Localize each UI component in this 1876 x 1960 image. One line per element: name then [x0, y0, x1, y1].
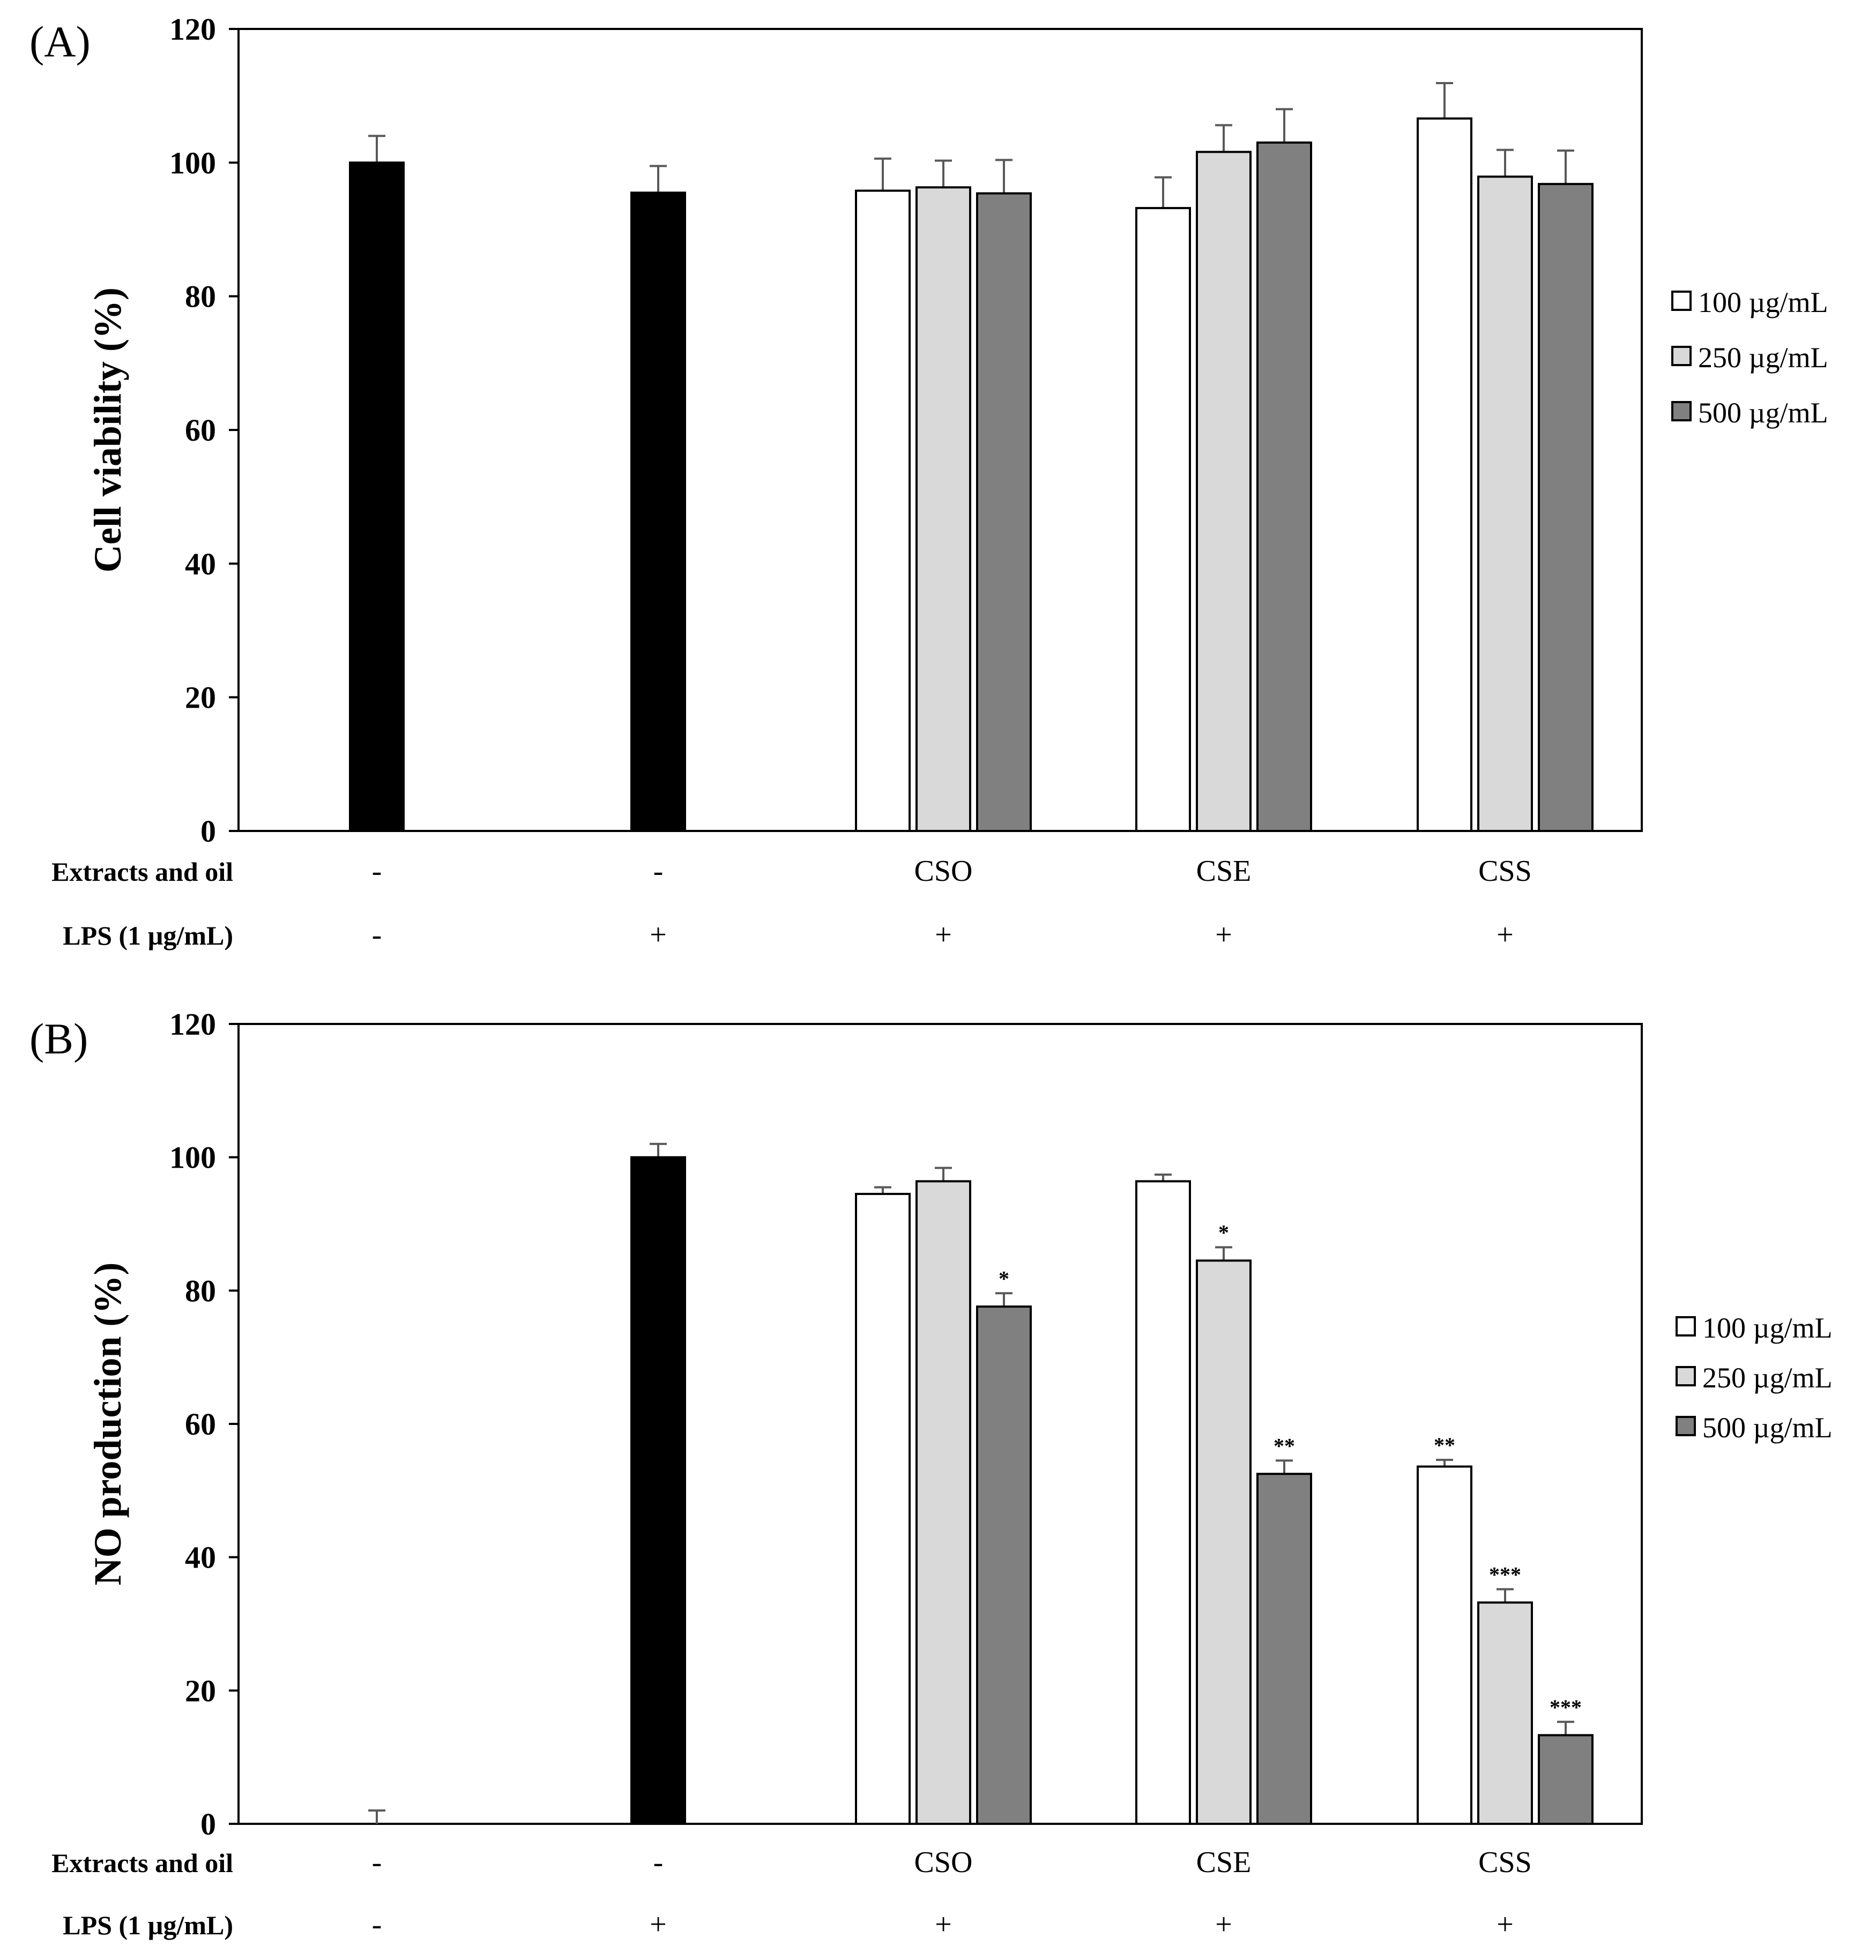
bar: [1256, 141, 1312, 832]
condition-extracts: -: [653, 855, 664, 888]
significance-marker: *: [999, 1266, 1009, 1290]
condition-extracts: CSO: [914, 855, 973, 888]
bar: [855, 189, 911, 832]
y-tick-label: 40: [185, 546, 216, 581]
y-tick-label: 80: [185, 1273, 216, 1308]
significance-marker: **: [1434, 1433, 1455, 1457]
bar: [630, 1156, 686, 1825]
bar: [915, 1180, 971, 1825]
legend-swatch: [1671, 401, 1692, 421]
row-label-extracts: Extracts and oil: [51, 857, 233, 887]
condition-extracts: CSS: [1478, 1846, 1532, 1879]
y-tick-label: 0: [200, 1807, 216, 1842]
y-axis-label: Cell viability (%): [86, 287, 129, 573]
y-axis-label: NO production (%): [86, 1263, 129, 1586]
bar: [976, 192, 1032, 832]
condition-extracts: CSS: [1478, 855, 1532, 888]
panel-label: (B): [29, 1014, 88, 1063]
bar: [1196, 1259, 1252, 1825]
y-tick-label: 60: [185, 1407, 216, 1442]
condition-lps: -: [372, 918, 382, 952]
legend-label: 500 µg/mL: [1698, 397, 1828, 429]
legend-label: 100 µg/mL: [1702, 1312, 1833, 1344]
y-tick-label: 20: [185, 1673, 216, 1708]
bar: [915, 186, 971, 833]
bar: [1135, 207, 1191, 832]
condition-extracts: -: [372, 855, 382, 888]
bar: [1417, 1465, 1472, 1825]
panel-a: 0 20 40 60 80 100 120 Cell viability (%) (A) - - - +…: [29, 12, 1828, 952]
significance-marker: *: [1218, 1221, 1229, 1245]
significance-marker: ***: [1489, 1562, 1521, 1586]
legend-swatch: [1671, 346, 1692, 366]
legend-swatch: [1676, 1366, 1696, 1386]
condition-lps: +: [935, 1908, 952, 1941]
condition-extracts: CSO: [914, 1846, 973, 1879]
y-tick-label: 120: [169, 1007, 216, 1042]
bar: [1417, 117, 1472, 832]
row-label-lps: LPS (1 µg/mL): [63, 920, 233, 951]
y-tick-label: 100: [169, 145, 216, 180]
bar: [1538, 183, 1594, 832]
legend-label: 250 µg/mL: [1698, 341, 1828, 374]
row-label-lps: LPS (1 µg/mL): [63, 1910, 233, 1940]
bar: [1477, 175, 1533, 833]
y-tick-label: 80: [185, 279, 216, 314]
condition-lps: +: [935, 918, 952, 952]
bar: [1256, 1473, 1312, 1825]
panel-b: 0 20 40 60 80 100 120 NO production (%) (B) - - - + *…: [29, 1007, 1833, 1941]
condition-lps: +: [1215, 1908, 1232, 1941]
significance-marker: **: [1274, 1434, 1295, 1458]
bar: [1196, 151, 1252, 832]
panel-label: (A): [29, 17, 91, 66]
condition-lps: +: [1497, 1908, 1514, 1941]
significance-marker: ***: [1550, 1695, 1582, 1719]
bar: [630, 191, 686, 832]
condition-lps: +: [650, 1908, 667, 1941]
row-label-extracts: Extracts and oil: [51, 1848, 233, 1878]
legend-label: 250 µg/mL: [1702, 1362, 1833, 1394]
condition-lps: +: [1215, 918, 1232, 952]
condition-extracts: -: [653, 1846, 664, 1879]
condition-extracts: CSE: [1196, 1846, 1252, 1879]
legend-label: 500 µg/mL: [1702, 1412, 1833, 1444]
bar: [976, 1305, 1032, 1825]
bar: [349, 161, 405, 832]
legend-swatch: [1676, 1416, 1696, 1436]
legend-swatch: [1676, 1316, 1696, 1337]
y-tick-label: 120: [169, 12, 216, 47]
condition-lps: -: [372, 1908, 382, 1941]
condition-lps: +: [1497, 918, 1514, 952]
y-tick-label: 60: [185, 413, 216, 448]
y-tick-label: 20: [185, 680, 216, 715]
condition-extracts: -: [372, 1846, 382, 1879]
y-tick-label: 0: [200, 814, 216, 849]
bar: [1538, 1734, 1594, 1825]
bar: [855, 1193, 911, 1825]
condition-lps: +: [650, 918, 667, 952]
legend-swatch: [1671, 291, 1692, 311]
y-tick-label: 40: [185, 1540, 216, 1575]
legend-label: 100 µg/mL: [1698, 286, 1828, 318]
bar: [1477, 1601, 1533, 1825]
y-tick-label: 100: [169, 1140, 216, 1175]
condition-extracts: CSE: [1196, 855, 1252, 888]
bar: [1135, 1180, 1191, 1825]
